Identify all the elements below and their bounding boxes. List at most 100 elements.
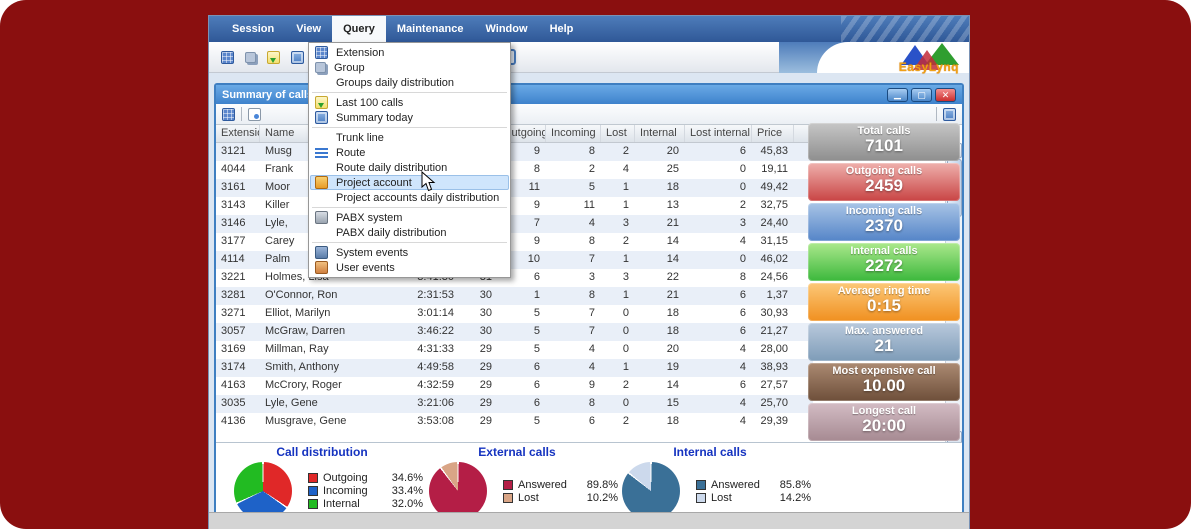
table-row[interactable]: 3161 Moor 11 5 1 18 0 49,42 — [216, 179, 813, 197]
charts-panel: Call distribution Outgoing 34.6% Incoming 3… — [216, 442, 962, 520]
export-icon[interactable] — [943, 107, 956, 121]
table-row[interactable]: 3271 Elliot, Marilyn 3:01:14 30 5 7 0 18 6 30,93 — [216, 305, 813, 323]
column-header-lost[interactable]: Lost — [601, 125, 635, 142]
stat-label: Max. answered — [844, 325, 924, 337]
table-row[interactable]: 3177 Carey 9 8 2 14 4 31,15 — [216, 233, 813, 251]
legend-row: Internal 32.0% — [308, 498, 423, 510]
legend-value: 32.0% — [391, 498, 423, 510]
logo-text: EasyLynq — [898, 60, 959, 74]
column-header-extension[interactable]: Extension — [216, 125, 260, 142]
menu-item-summary-today[interactable]: Summary today — [310, 110, 509, 125]
cell: 49,42 — [760, 181, 788, 193]
minimize-button[interactable]: ▁ — [887, 87, 908, 102]
menu-item-group[interactable]: Group — [310, 60, 509, 75]
menu-view[interactable]: View — [296, 23, 322, 35]
legend-swatch — [696, 492, 706, 503]
summary-today-icon[interactable] — [291, 50, 304, 64]
table-row[interactable]: 4114 Palm 10 7 1 14 0 46,02 — [216, 251, 813, 269]
menu-item-project-account[interactable]: Project account — [310, 175, 509, 190]
cell: 1 — [622, 289, 629, 301]
chart-title: External calls — [478, 445, 556, 459]
menu-item-route[interactable]: Route — [310, 145, 509, 160]
menu-item-system-events[interactable]: System events — [310, 245, 509, 260]
logo-triangles-icon — [901, 43, 959, 70]
menu-item-trunk-line[interactable]: Trunk line — [336, 131, 384, 144]
group-icon[interactable] — [245, 51, 256, 63]
cell: 38,93 — [760, 361, 788, 373]
legend-label: Lost — [711, 491, 732, 504]
table-header-row[interactable]: ExtensionNameOutgoingIncomingLostInterna… — [216, 125, 813, 143]
menu-item-pabx-system[interactable]: PABX system — [310, 210, 509, 225]
table-row[interactable]: 3143 Killer 9 11 1 13 2 32,75 — [216, 197, 813, 215]
cell: 2 — [622, 145, 629, 157]
menu-item-last-100-calls[interactable]: Last 100 calls — [310, 95, 509, 110]
cell: 3035 — [221, 397, 246, 409]
cell: 24,40 — [760, 217, 788, 229]
menu-query[interactable]: Query — [332, 16, 386, 42]
menu-item-pabx-daily-distribution[interactable]: PABX daily distribution — [336, 226, 447, 239]
table-row[interactable]: 4163 McCrory, Roger 4:32:59 29 6 9 2 14 6 27,57 — [216, 377, 813, 395]
cell: 3 — [739, 217, 746, 229]
cell: 3121 — [221, 145, 246, 157]
table-view-icon[interactable] — [222, 107, 235, 121]
stat-panel: Average ring time 0:15 — [808, 283, 960, 321]
extension-icon[interactable] — [221, 50, 234, 64]
menu-window[interactable]: Window — [485, 23, 528, 35]
menu-item-groups-daily-distribution[interactable]: Groups daily distribution — [336, 76, 455, 89]
cell: 4 — [739, 415, 746, 427]
cell: 28,00 — [760, 343, 788, 355]
cell: 2 — [622, 379, 629, 391]
cell: 18 — [666, 307, 679, 319]
cell: Frank — [265, 163, 294, 175]
table-row[interactable]: 3174 Smith, Anthony 4:49:58 29 6 4 1 19 4 38,93 — [216, 359, 813, 377]
toolbar-separator — [241, 107, 242, 121]
print-preview-icon[interactable] — [248, 107, 261, 121]
column-header-lost-internal[interactable]: Lost internal — [685, 125, 752, 142]
table-row[interactable]: 3057 McGraw, Darren 3:46:22 30 5 7 0 18 6 21,27 — [216, 323, 813, 341]
table-row[interactable]: 4136 Musgrave, Gene 3:53:08 29 5 6 2 18 4 29,39 — [216, 413, 813, 431]
menu-session[interactable]: Session — [232, 23, 275, 35]
last-100-calls-icon[interactable] — [267, 50, 280, 64]
stat-value: 2370 — [865, 216, 903, 235]
cell: 2 — [622, 415, 629, 427]
table-row[interactable]: 4044 Frank 8 2 4 25 0 19,11 — [216, 161, 813, 179]
cell: 0 — [739, 181, 746, 193]
cell: 3:46:22 — [417, 325, 454, 337]
cell: Millman, Ray — [265, 343, 329, 355]
stat-value: 10.00 — [862, 376, 906, 395]
menu-item-extension[interactable]: Extension — [310, 45, 509, 60]
status-bar — [209, 512, 969, 529]
cell: 21 — [666, 289, 679, 301]
cell: 8 — [588, 289, 595, 301]
column-header-internal[interactable]: Internal — [635, 125, 685, 142]
cell: 4 — [739, 397, 746, 409]
menu-item-project-accounts-daily-distribution[interactable]: Project accounts daily distribution — [336, 191, 500, 204]
table-row[interactable]: 3281 O'Connor, Ron 2:31:53 30 1 8 1 21 6 1,37 — [216, 287, 813, 305]
summary-icon — [315, 111, 328, 124]
cell: Lyle, Gene — [265, 397, 318, 409]
minimize-icon: ▁ — [894, 88, 901, 99]
menu-separator — [312, 127, 507, 128]
menu-help[interactable]: Help — [549, 23, 574, 35]
chart-legend: Answered 89.8% Lost 10.2% — [503, 478, 618, 505]
column-header-price[interactable]: Price — [752, 125, 794, 142]
maximize-button[interactable]: ▢ — [911, 87, 932, 102]
column-header-incoming[interactable]: Incoming — [546, 125, 601, 142]
menu-item-route-daily-distribution[interactable]: Route daily distribution — [336, 161, 448, 174]
stat-value: 20:00 — [862, 416, 906, 435]
cell: 30 — [479, 325, 492, 337]
close-button[interactable]: ✕ — [935, 87, 956, 102]
column-header-outgoing[interactable]: Outgoing — [498, 125, 546, 142]
table-row[interactable]: 3121 Musg 9 8 2 20 6 45,83 — [216, 143, 813, 161]
table-row[interactable]: 3169 Millman, Ray 4:31:33 29 5 4 0 20 4 28,00 — [216, 341, 813, 359]
cell: 21 — [666, 217, 679, 229]
table-row[interactable]: 3035 Lyle, Gene 3:21:06 29 6 8 0 15 4 25,70 — [216, 395, 813, 413]
table-row[interactable]: 3146 Lyle, 7 4 3 21 3 24,40 — [216, 215, 813, 233]
legend-row: Answered 89.8% — [503, 479, 618, 491]
stat-panel: Incoming calls 2370 — [808, 203, 960, 241]
menu-maintenance[interactable]: Maintenance — [396, 23, 464, 35]
menu-item-user-events[interactable]: User events — [310, 260, 509, 275]
cell: 6 — [533, 397, 540, 409]
stat-value: 7101 — [865, 136, 903, 155]
